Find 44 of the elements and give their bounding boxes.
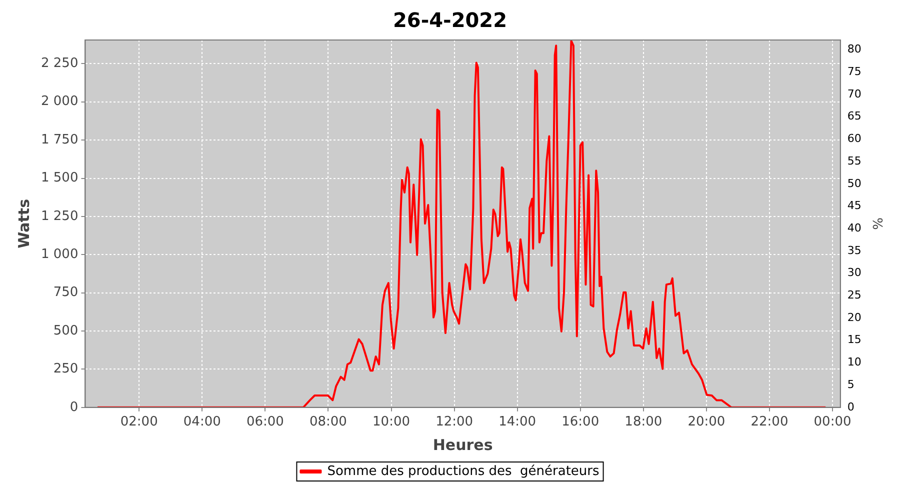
x-tick-label: 08:00 [309,414,347,430]
y2-tick-label: 50 [847,176,862,190]
y-tick-label: 1 250 [41,208,78,224]
x-tick-label: 14:00 [498,414,536,430]
y2-tick-label: 70 [847,87,862,100]
y2-axis-title: % [868,218,884,230]
x-tick-label: 18:00 [624,414,662,430]
y2-tick-label: 40 [847,221,862,234]
x-tick-label: 04:00 [183,414,221,430]
y2-tick-label: 20 [847,310,862,324]
y-tick-label: 2 250 [41,56,78,72]
y2-tick-label: 75 [847,65,862,78]
x-tick-label: 20:00 [688,414,726,430]
y-tick-label: 250 [53,362,78,377]
chart-title: 26-4-2022 [392,8,508,32]
y2-tick-label: 25 [847,288,862,302]
x-tick-label: 06:00 [246,414,284,430]
y-tick-label: 2 000 [41,94,78,110]
y-tick-label: 0 [70,400,78,415]
y-axis-title: Watts [14,198,33,248]
y2-tick-label: 30 [847,266,862,280]
y2-tick-label: 5 [847,378,854,391]
x-tick-label: 00:00 [814,414,852,430]
x-tick-label: 22:00 [750,414,788,430]
y2-tick-label: 80 [847,42,862,56]
y2-tick-label: 65 [847,110,862,123]
y-tick-label: 500 [53,323,78,338]
x-tick-label: 02:00 [120,414,158,430]
y2-tick-label: 55 [847,154,862,168]
legend-label: Somme des productions des générateurs [327,464,600,479]
y2-tick-label: 10 [847,356,862,369]
y-tick-label: 1 000 [41,247,78,262]
x-tick-label: 16:00 [562,414,600,430]
x-tick-label: 12:00 [436,414,474,430]
y2-tick-label: 15 [847,333,862,346]
y2-tick-label: 0 [847,400,854,414]
x-tick-label: 10:00 [372,414,410,430]
y-tick-label: 1 750 [41,132,78,148]
y-tick-label: 750 [53,285,78,300]
y2-tick-label: 60 [847,132,862,146]
y2-tick-label: 45 [847,199,862,212]
x-axis-title: Heures [432,436,493,454]
y-tick-label: 1 500 [41,170,78,186]
y2-tick-label: 35 [847,244,862,257]
